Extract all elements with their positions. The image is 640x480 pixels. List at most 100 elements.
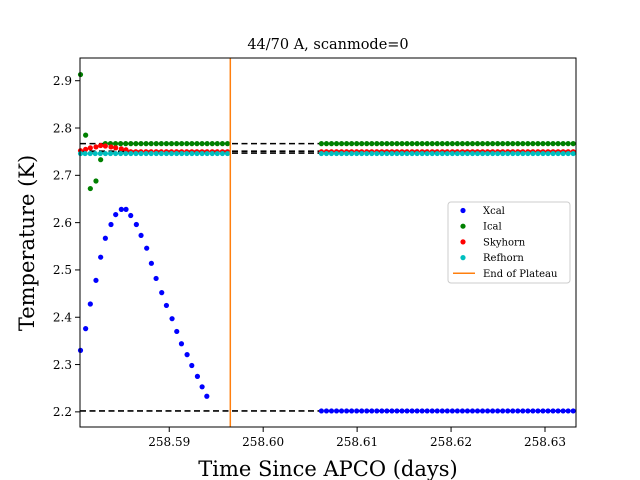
chart-title: 44/70 A, scanmode=0: [247, 37, 408, 53]
xcal-point: [153, 275, 159, 282]
refhorn-point: [87, 150, 93, 157]
refhorn-point: [174, 150, 180, 157]
xcal-point: [133, 221, 139, 228]
ical-point: [505, 141, 511, 147]
ical-point: [469, 141, 476, 147]
xcal-point: [354, 408, 360, 414]
ical-point: [199, 141, 205, 147]
ical-point: [384, 141, 390, 147]
xcal-point: [169, 316, 175, 322]
refhorn-point: [500, 150, 506, 157]
skyhorn-point: [123, 147, 129, 153]
legend-marker-skyhorn: [460, 239, 466, 245]
xcal-point: [178, 341, 185, 347]
refhorn-point: [224, 150, 231, 157]
y-axis-ticks: 2.2 2.3 2.4 2.5 2.6 2.7 2.8 2.9: [53, 74, 80, 419]
ical-point: [474, 141, 481, 147]
legend-marker-xcal: [460, 207, 466, 214]
ical-point: [83, 132, 89, 138]
ical-point: [389, 141, 395, 147]
refhorn-point: [429, 150, 435, 157]
x-tick-label: 258.63: [524, 435, 566, 449]
refhorn-point: [209, 150, 215, 157]
refhorn-point: [454, 150, 460, 157]
skyhorn-point: [108, 144, 114, 150]
refhorn-point: [399, 150, 405, 157]
refhorn-point: [409, 150, 415, 157]
ical-point: [454, 141, 460, 147]
xcal-point: [113, 211, 119, 218]
x-axis-label: Time Since APCO (days): [198, 457, 457, 480]
refhorn-point: [158, 150, 164, 157]
refhorn-point: [133, 150, 139, 157]
xcal-point: [184, 352, 190, 358]
ical-point: [98, 157, 104, 163]
ical-point: [449, 141, 455, 147]
ical-point: [214, 141, 220, 147]
xcal-point: [495, 408, 501, 414]
xcal-point: [318, 408, 325, 414]
xcal-point: [555, 408, 561, 414]
xcal-point: [83, 326, 89, 332]
ical-point: [369, 141, 375, 147]
xcal-point: [394, 408, 400, 414]
ical-point: [168, 141, 175, 147]
refhorn-point: [354, 150, 360, 157]
xcal-point: [333, 408, 340, 414]
xcal-point: [484, 408, 491, 414]
ical-point: [495, 141, 501, 147]
xcal-point: [204, 393, 210, 399]
ical-point: [328, 141, 335, 147]
refhorn-point: [328, 150, 335, 157]
xcal-point: [123, 206, 129, 212]
y-tick-label: 2.5: [53, 263, 72, 277]
refhorn-point: [565, 150, 571, 157]
xcal-point: [163, 302, 170, 309]
x-axis-ticks: 258.59 258.60 258.61 258.62 258.63: [148, 427, 566, 449]
ical-point: [118, 141, 124, 147]
xcal-point: [444, 408, 450, 414]
ical-point: [143, 141, 149, 147]
x-tick-label: 258.59: [148, 435, 190, 449]
refhorn-point: [189, 150, 195, 157]
ical-point: [318, 141, 325, 147]
refhorn-point: [323, 150, 330, 157]
ical-point: [419, 141, 425, 147]
refhorn-point: [479, 150, 486, 157]
xcal-point: [98, 254, 104, 260]
legend-label-skyhorn: Skyhorn: [483, 237, 526, 248]
ical-point: [530, 141, 536, 147]
ical-point: [158, 141, 164, 147]
refhorn-point: [414, 150, 420, 157]
refhorn-point: [168, 150, 175, 157]
ical-point: [399, 141, 405, 147]
xcal-point: [194, 373, 201, 379]
ical-point: [189, 141, 195, 147]
ical-point: [174, 141, 180, 147]
xcal-point: [344, 408, 350, 414]
refhorn-point: [550, 150, 556, 157]
x-tick-label: 258.60: [242, 435, 284, 449]
xcal-point: [434, 408, 440, 414]
ical-point: [153, 141, 159, 147]
refhorn-point: [112, 150, 119, 157]
refhorn-point: [374, 150, 380, 157]
xcal-point: [374, 408, 380, 414]
refhorn-point: [389, 150, 395, 157]
ical-point: [520, 141, 526, 147]
xcal-point: [409, 408, 415, 414]
ical-point: [434, 141, 440, 147]
refhorn-point: [379, 150, 385, 157]
xcal-point: [560, 408, 566, 414]
xcal-point: [144, 245, 150, 251]
ical-point: [525, 141, 531, 147]
refhorn-point: [92, 150, 98, 157]
refhorn-point: [148, 150, 154, 157]
ical-point: [138, 141, 144, 147]
refhorn-point: [107, 150, 114, 157]
refhorn-point: [545, 150, 551, 157]
skyhorn-point: [93, 144, 99, 150]
refhorn-point: [204, 150, 210, 157]
legend-box: [447, 201, 571, 284]
refhorn-point: [179, 150, 185, 157]
